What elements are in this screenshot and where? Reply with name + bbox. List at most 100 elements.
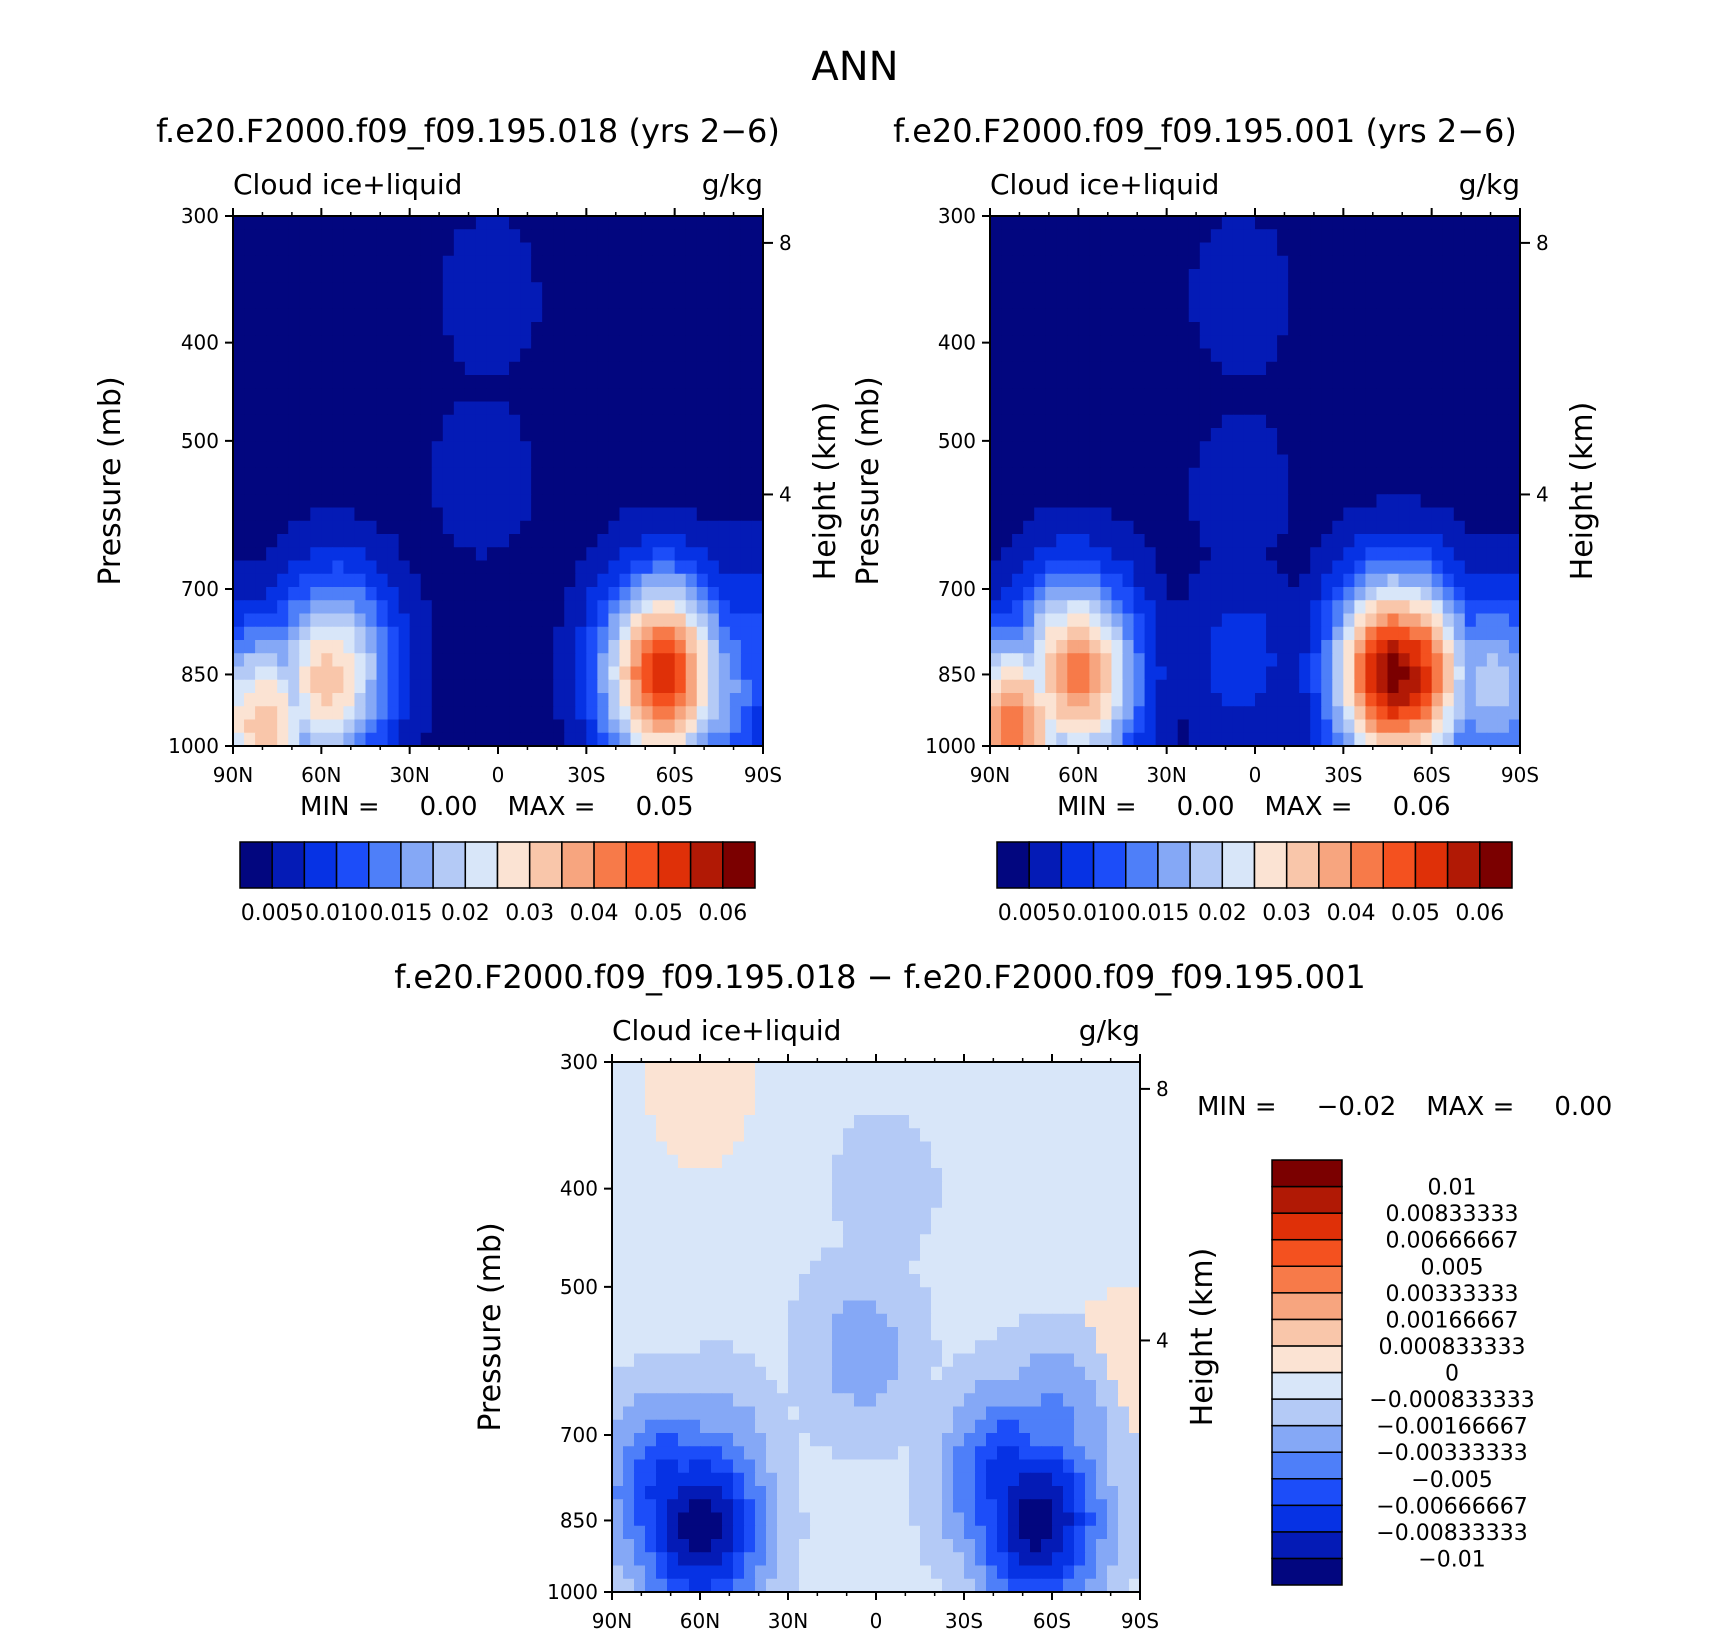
field-cell	[332, 242, 345, 257]
field-cell	[498, 322, 510, 336]
field-cell	[1111, 242, 1124, 257]
field-cell	[464, 613, 477, 628]
field-cell	[575, 388, 587, 403]
field-cell	[1210, 666, 1223, 681]
field-cell	[1508, 388, 1521, 403]
field-cell	[586, 269, 598, 283]
field-cell	[1310, 401, 1322, 416]
field-cell	[641, 348, 654, 363]
field-cell	[233, 587, 245, 601]
field-cell	[1045, 388, 1057, 403]
field-cell	[685, 547, 698, 562]
field-cell	[1012, 507, 1024, 522]
field-cell	[652, 613, 665, 628]
field-cell	[696, 679, 709, 694]
field-cell	[630, 242, 643, 257]
field-cell	[1166, 732, 1179, 747]
field-cell	[1221, 706, 1234, 721]
field-cell	[597, 706, 610, 721]
field-cell	[1365, 693, 1378, 707]
field-cell	[255, 216, 267, 230]
field-cell	[1310, 732, 1322, 747]
field-cell	[1387, 666, 1400, 681]
field-cell	[751, 282, 764, 297]
field-cell	[1299, 481, 1311, 495]
field-cell	[1409, 388, 1422, 403]
field-cell	[575, 653, 587, 668]
field-cell	[1089, 653, 1102, 668]
field-cell	[233, 216, 245, 230]
field-cell	[1089, 693, 1102, 707]
field-cell	[453, 653, 466, 668]
field-cell	[1155, 295, 1168, 310]
field-cell	[1277, 401, 1289, 416]
field-cell	[310, 441, 322, 456]
field-cell	[1354, 600, 1367, 615]
field-cell	[1012, 348, 1024, 363]
field-cell	[520, 534, 532, 548]
field-cell	[1365, 229, 1378, 244]
field-cell	[634, 1313, 646, 1328]
field-cell	[1387, 520, 1400, 535]
field-cell	[689, 1128, 701, 1143]
field-cell	[619, 401, 632, 416]
field-cell	[685, 361, 698, 376]
field-cell	[288, 269, 300, 283]
field-cell	[696, 560, 709, 575]
field-cell	[531, 587, 543, 601]
field-cell	[398, 216, 411, 230]
field-cell	[663, 295, 676, 310]
field-cell	[420, 295, 433, 310]
field-cell	[630, 441, 643, 456]
field-cell	[1034, 613, 1046, 628]
field-cell	[1030, 1274, 1042, 1288]
field-cell	[1199, 587, 1212, 601]
field-cell	[1277, 295, 1289, 310]
field-cell	[586, 295, 598, 310]
field-cell	[711, 1128, 723, 1143]
field-cell	[641, 242, 654, 257]
field-cell	[1133, 640, 1146, 654]
field-cell	[990, 719, 1002, 734]
field-cell	[586, 547, 598, 562]
field-cell	[233, 255, 245, 270]
field-cell	[755, 1274, 767, 1288]
colorbar-swatch	[1285, 841, 1320, 889]
field-cell	[431, 600, 444, 615]
field-cell	[1255, 335, 1267, 350]
field-cell	[623, 1181, 635, 1196]
field-cell	[597, 428, 610, 442]
y-tick-label: 300	[938, 204, 976, 228]
field-cell	[689, 1181, 701, 1196]
field-cell	[464, 361, 477, 376]
field-cell	[1041, 1274, 1053, 1288]
field-cell	[244, 308, 256, 323]
field-cell	[564, 573, 576, 588]
field-cell	[1144, 494, 1157, 509]
field-cell	[1497, 481, 1510, 495]
field-cell	[1166, 441, 1179, 456]
field-cell	[531, 388, 543, 403]
field-cell	[696, 255, 709, 270]
field-cell	[486, 388, 499, 403]
field-cell	[1288, 481, 1300, 495]
field-cell	[1255, 467, 1267, 482]
field-cell	[1001, 242, 1013, 257]
field-cell	[1365, 388, 1378, 403]
field-cell	[1321, 732, 1333, 747]
field-cell	[707, 401, 720, 416]
field-cell	[1210, 732, 1223, 747]
field-cell	[755, 1181, 767, 1196]
field-cell	[1052, 1287, 1064, 1302]
field-cell	[1486, 481, 1499, 495]
field-cell	[1343, 640, 1355, 654]
field-cell	[1144, 229, 1157, 244]
field-cell	[1354, 388, 1367, 403]
field-cell	[1420, 573, 1433, 588]
field-cell	[255, 481, 267, 495]
field-cell	[420, 242, 433, 257]
field-cell	[1277, 626, 1289, 641]
field-cell	[997, 1194, 1009, 1209]
field-cell	[674, 335, 687, 350]
field-cell	[288, 361, 300, 376]
